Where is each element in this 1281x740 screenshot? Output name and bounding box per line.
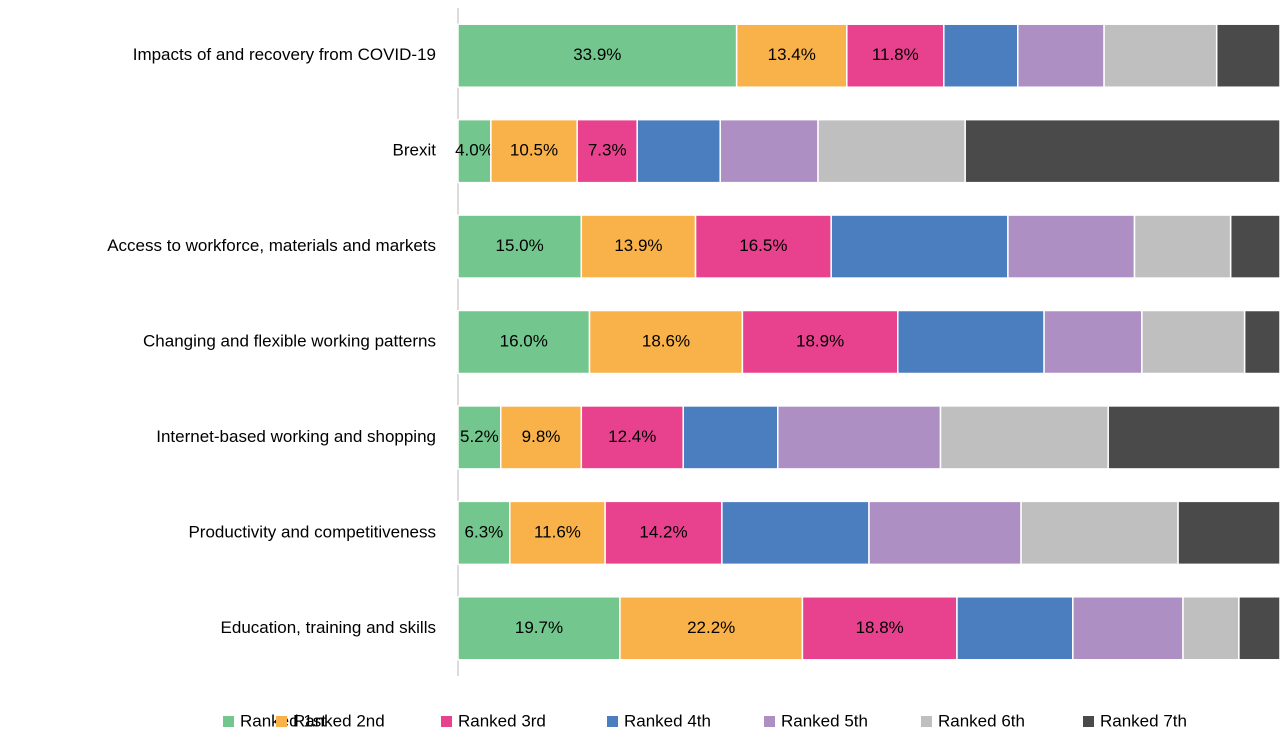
data-label: 14.2% <box>639 522 687 541</box>
category-label: Access to workforce, materials and marke… <box>107 236 436 255</box>
category-label: Impacts of and recovery from COVID-19 <box>133 45 436 64</box>
data-label: 7.3% <box>588 141 627 160</box>
bar-segment <box>868 500 1022 566</box>
data-label: 13.9% <box>614 236 662 255</box>
legend-label: Ranked 4th <box>624 711 711 730</box>
bar-segment <box>1238 596 1281 661</box>
data-label: 4.0% <box>455 141 494 160</box>
data-label: 16.5% <box>739 236 787 255</box>
bar-segment <box>457 405 502 470</box>
bar-segment <box>964 118 1281 184</box>
data-label: 11.8% <box>872 45 919 64</box>
bar-segment <box>1007 214 1136 279</box>
legend-swatch <box>1083 716 1094 727</box>
category-label: Education, training and skills <box>221 618 436 637</box>
bar-segment <box>457 309 591 375</box>
bar-segment <box>1020 500 1179 566</box>
legend-swatch <box>223 716 234 727</box>
bar-segment <box>619 596 804 661</box>
legend-swatch <box>276 716 287 727</box>
bar-segment <box>1243 309 1281 375</box>
bar-segment <box>457 596 621 661</box>
bar-segment <box>897 309 1045 375</box>
category-label: Brexit <box>393 141 437 160</box>
bar-segment <box>1177 500 1281 566</box>
data-label: 15.0% <box>496 236 544 255</box>
bar-segment <box>580 405 684 470</box>
legend-swatch <box>607 716 618 727</box>
legend-label: Ranked 2nd <box>293 711 385 730</box>
bar-segment <box>1215 23 1281 88</box>
data-label: 5.2% <box>460 427 499 446</box>
legend-label: Ranked 3rd <box>458 711 546 730</box>
data-label: 33.9% <box>573 45 621 64</box>
bar-segment <box>1107 405 1281 470</box>
category-label: Changing and flexible working patterns <box>143 331 436 350</box>
bar-segment <box>846 23 945 88</box>
bar-segment <box>939 405 1109 470</box>
data-label: 22.2% <box>687 618 735 637</box>
data-label: 18.6% <box>642 331 690 350</box>
bar-segment <box>588 309 744 375</box>
data-label: 16.0% <box>500 331 548 350</box>
legend-label: Ranked 5th <box>781 711 868 730</box>
data-label: 18.8% <box>856 618 904 637</box>
bar-segment <box>694 214 832 279</box>
bar-segment <box>721 500 870 566</box>
bar-segment <box>499 405 583 470</box>
bar-segment <box>801 596 958 661</box>
bar-segment <box>1103 23 1218 88</box>
data-label: 11.6% <box>534 522 581 541</box>
legend-swatch <box>921 716 932 727</box>
category-label: Internet-based working and shopping <box>156 427 436 446</box>
bar-segment <box>741 309 899 375</box>
data-label: 19.7% <box>515 618 563 637</box>
bar-segment <box>1133 214 1232 279</box>
bar-segment <box>830 214 1009 279</box>
bar-segment <box>735 23 848 88</box>
bar-segment <box>943 23 1019 88</box>
legend-swatch <box>764 716 775 727</box>
legend-swatch <box>441 716 452 727</box>
bar-segment <box>1229 214 1281 279</box>
bar-segment <box>1141 309 1246 375</box>
legend-label: Ranked 7th <box>1100 711 1187 730</box>
bar-segment <box>457 500 511 566</box>
bar-segment <box>1043 309 1143 375</box>
data-label: 12.4% <box>608 427 656 446</box>
bar-segment <box>604 500 723 566</box>
bar-segment <box>956 596 1074 661</box>
data-label: 13.4% <box>768 45 816 64</box>
data-label: 9.8% <box>522 427 561 446</box>
bar-segment <box>1017 23 1105 88</box>
bar-segment <box>1182 596 1240 661</box>
data-label: 6.3% <box>465 522 504 541</box>
bar-segment <box>636 118 721 184</box>
bar-segment <box>1072 596 1184 661</box>
data-label: 10.5% <box>510 141 558 160</box>
bar-segment <box>682 405 779 470</box>
bar-segment <box>777 405 942 470</box>
category-label: Productivity and competitiveness <box>188 522 436 541</box>
bar-segment <box>817 118 966 184</box>
bar-segment <box>719 118 819 184</box>
bar-segment <box>509 500 606 566</box>
data-label: 18.9% <box>796 331 844 350</box>
legend-label: Ranked 6th <box>938 711 1025 730</box>
